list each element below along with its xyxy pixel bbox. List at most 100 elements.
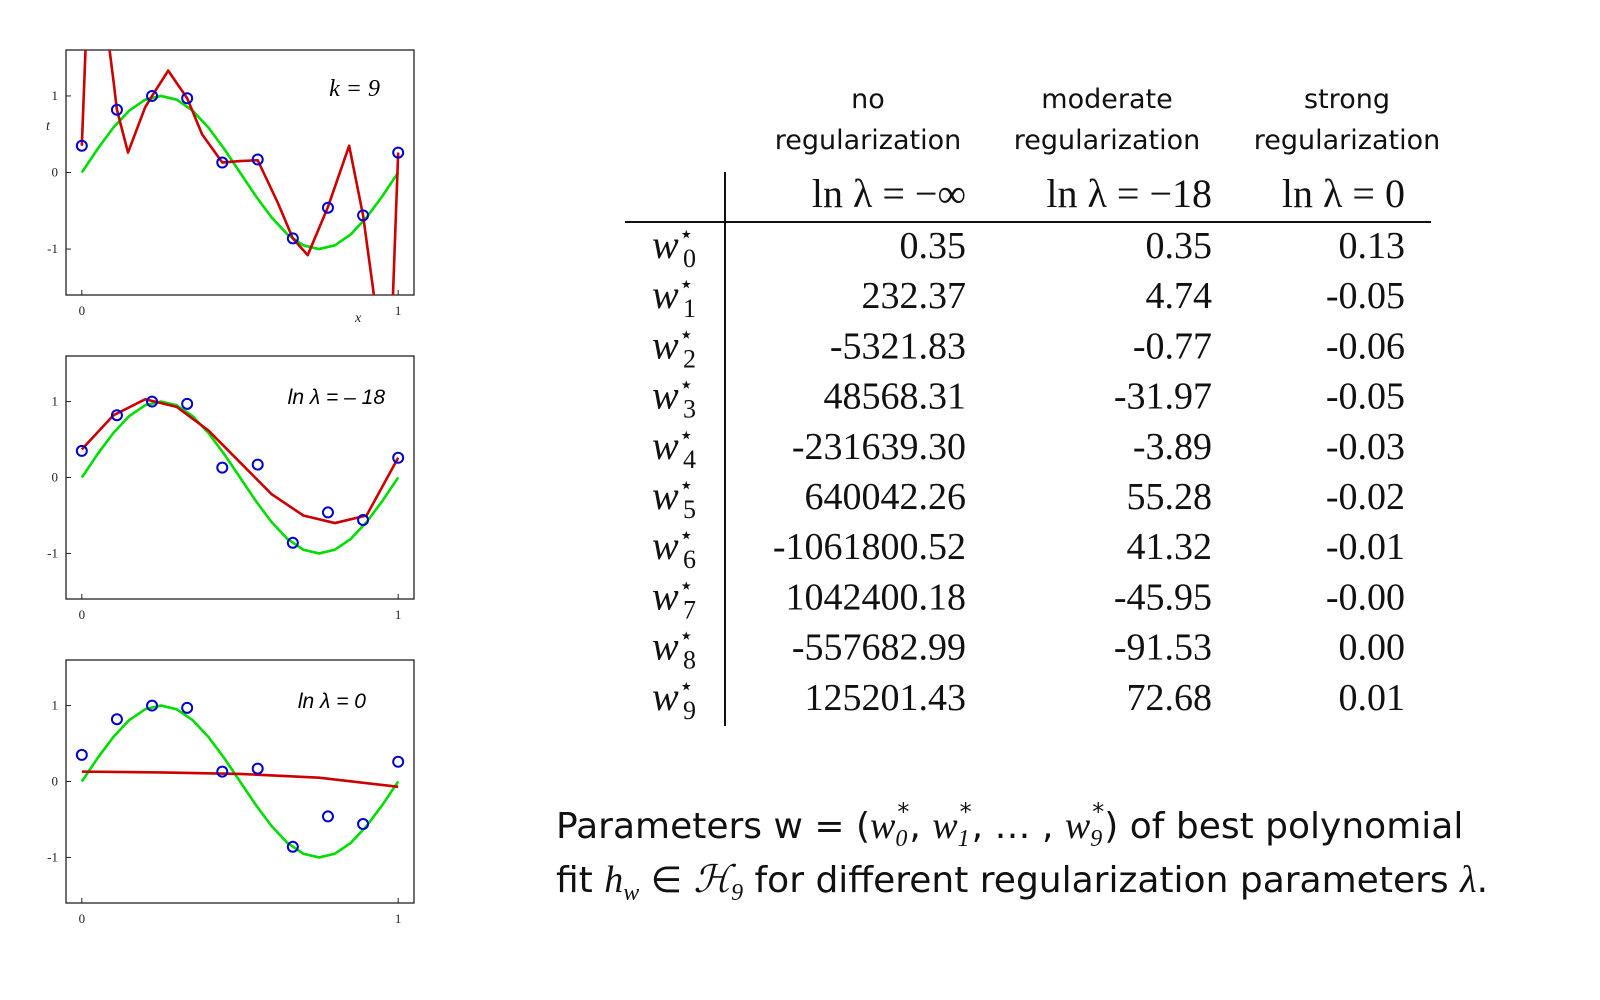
y-tick-label: -1 xyxy=(47,545,58,560)
x-tick-label: 0 xyxy=(79,303,86,318)
table-cell: 640042.26 xyxy=(805,476,967,518)
data-point xyxy=(110,103,123,116)
annotation: k = 9 xyxy=(329,76,380,102)
y-tick-label: -1 xyxy=(47,849,58,864)
table-cell: 41.32 xyxy=(1127,526,1213,568)
data-point xyxy=(357,818,370,831)
math-superscript: * xyxy=(1092,798,1104,826)
x-tick-label: 1 xyxy=(395,607,402,622)
table-cell: 125201.43 xyxy=(805,677,967,719)
data-point xyxy=(75,444,88,457)
table-cell: 72.68 xyxy=(1127,677,1213,719)
symbol: w xyxy=(652,674,679,719)
table-cell: 0.35 xyxy=(1146,225,1213,267)
table-cell: -0.03 xyxy=(1326,426,1405,468)
caption-text: for different regularization parameters xyxy=(743,860,1460,901)
data-point xyxy=(251,762,264,775)
table-cell: -31.97 xyxy=(1114,376,1212,418)
column-group-label: regularization xyxy=(775,125,961,156)
table-cell: -557682.99 xyxy=(792,627,966,669)
superscript: ⋆ xyxy=(679,423,694,449)
subscript: 9 xyxy=(683,696,696,725)
data-point xyxy=(286,840,299,853)
table-cell: 0.00 xyxy=(1339,627,1406,669)
data-point xyxy=(146,89,159,102)
y-tick-label: 1 xyxy=(52,698,59,713)
symbol: w xyxy=(652,573,679,618)
symbol: w xyxy=(652,322,679,367)
row-label: w⋆ 1 xyxy=(652,272,696,323)
table-cell: 4.74 xyxy=(1146,275,1213,317)
table-cell: 0.01 xyxy=(1339,677,1406,719)
table: no regularization moderate regularization st… xyxy=(625,84,1440,726)
x-tick-label: 0 xyxy=(79,911,86,926)
data-point xyxy=(146,699,159,712)
column-group-label: moderate xyxy=(1041,84,1172,115)
table-cell: -3.89 xyxy=(1133,426,1212,468)
math-symbol: λ xyxy=(1459,859,1476,901)
superscript: ⋆ xyxy=(679,322,694,348)
table-cell: -0.05 xyxy=(1326,376,1405,418)
symbol: w xyxy=(652,222,679,267)
table-cell: -0.77 xyxy=(1133,325,1212,367)
row-label: w⋆ 7 xyxy=(652,573,696,624)
data-point xyxy=(251,153,264,166)
superscript: ⋆ xyxy=(679,272,694,298)
column-header: ln λ = −∞ xyxy=(812,171,966,216)
math-subscript: w xyxy=(623,880,639,906)
annotation: ln λ = 0 xyxy=(298,690,366,713)
x-tick-label: 1 xyxy=(395,911,402,926)
data-point xyxy=(392,451,405,464)
math-symbol: w xyxy=(932,805,958,847)
column-group-label: regularization xyxy=(1254,125,1440,156)
math-subscript: 9 xyxy=(731,880,743,906)
curve xyxy=(80,704,400,859)
table-cell: -231639.30 xyxy=(792,426,966,468)
caption-text: Parameters w = ( xyxy=(556,806,870,847)
subscript: 3 xyxy=(683,395,696,424)
table-cell: 1042400.18 xyxy=(786,576,967,618)
caption-text: , xyxy=(909,806,932,847)
math-symbol: h xyxy=(604,859,623,901)
caption-text: ) of best polynomial xyxy=(1104,806,1463,847)
superscript: ⋆ xyxy=(679,373,694,399)
caption-line: fit hw​ ∈ ℋ9​ for different regularizati… xyxy=(556,859,1488,906)
data-point xyxy=(75,748,88,761)
column-group-label: no xyxy=(851,84,885,115)
curve xyxy=(81,770,399,789)
symbol: w xyxy=(652,423,679,468)
annotation: ln λ = – 18 xyxy=(288,386,386,409)
caption-text: . xyxy=(1477,860,1488,901)
table-cell: 0.35 xyxy=(900,225,967,267)
math-superscript: * xyxy=(960,798,972,826)
data-point xyxy=(286,536,299,549)
table-cell: -0.02 xyxy=(1326,476,1405,518)
data-point xyxy=(181,397,194,410)
table-cell: -0.06 xyxy=(1326,325,1405,367)
curve xyxy=(80,397,400,525)
caption: Parameters w = (w0*​, w1*​, … , w9*​) of… xyxy=(556,798,1488,906)
curve xyxy=(80,50,400,295)
superscript: ⋆ xyxy=(679,674,694,700)
data-point xyxy=(357,514,370,527)
y-axis-label: t xyxy=(46,119,51,134)
data-point xyxy=(216,461,229,474)
data-point xyxy=(181,701,194,714)
math-superscript: * xyxy=(897,798,909,826)
symbol: w xyxy=(652,272,679,317)
math-subscript: 9 xyxy=(1090,826,1102,852)
row-label: w⋆ 8 xyxy=(652,624,696,675)
table-cell: -0.00 xyxy=(1326,576,1405,618)
curve xyxy=(80,400,400,555)
x-tick-label: 1 xyxy=(395,303,402,318)
data-point xyxy=(357,209,370,222)
symbol: w xyxy=(652,473,679,518)
subscript: 2 xyxy=(683,344,696,373)
subscript: 7 xyxy=(683,595,696,624)
data-point xyxy=(392,146,405,159)
caption-text: fit xyxy=(556,860,604,901)
table-cell: -0.05 xyxy=(1326,275,1405,317)
plot: 0 1 -1 0 1 ln λ = 0 xyxy=(47,659,415,926)
